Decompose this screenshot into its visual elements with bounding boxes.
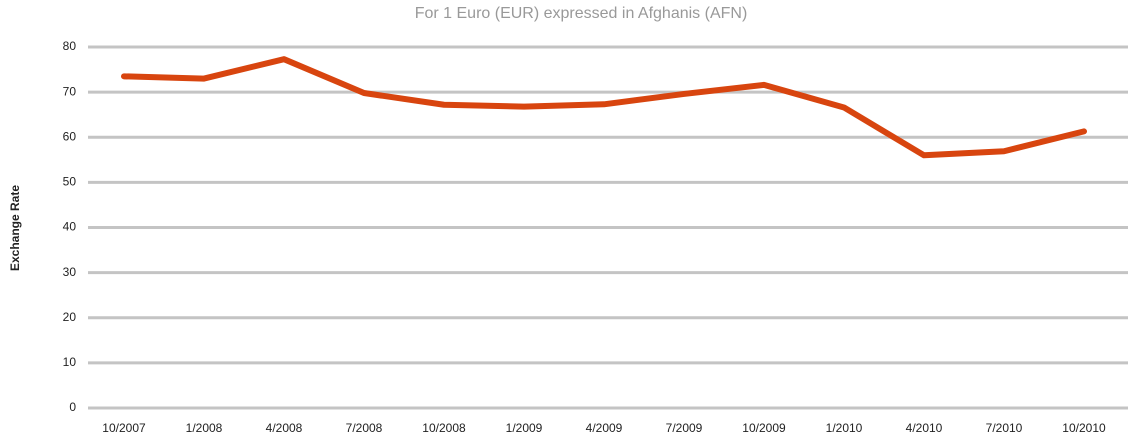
x-tick-label: 1/2008: [186, 421, 223, 435]
y-tick-label: 0: [69, 400, 76, 414]
x-tick-label: 10/2007: [102, 421, 146, 435]
x-tick-label: 7/2008: [346, 421, 383, 435]
y-axis-title: Exchange Rate: [8, 185, 22, 271]
x-tick-label: 4/2009: [586, 421, 623, 435]
x-tick-label: 1/2009: [506, 421, 543, 435]
x-tick-label: 4/2010: [906, 421, 943, 435]
x-tick-label: 7/2009: [666, 421, 703, 435]
x-tick-label: 10/2008: [422, 421, 466, 435]
x-tick-label: 1/2010: [826, 421, 863, 435]
y-tick-label: 20: [63, 310, 77, 324]
y-tick-label: 40: [63, 220, 77, 234]
x-tick-label: 10/2010: [1062, 421, 1106, 435]
x-tick-label: 7/2010: [986, 421, 1023, 435]
y-tick-label: 80: [63, 39, 77, 53]
chart-title: For 1 Euro (EUR) expressed in Afghanis (…: [415, 5, 748, 22]
y-tick-label: 60: [63, 129, 77, 143]
x-tick-label: 4/2008: [266, 421, 303, 435]
x-tick-label: 10/2009: [742, 421, 786, 435]
y-tick-label: 70: [63, 84, 77, 98]
y-tick-label: 10: [63, 355, 77, 369]
series-line: [121, 56, 1087, 159]
y-tick-label: 50: [63, 175, 77, 189]
y-tick-label: 30: [63, 265, 77, 279]
